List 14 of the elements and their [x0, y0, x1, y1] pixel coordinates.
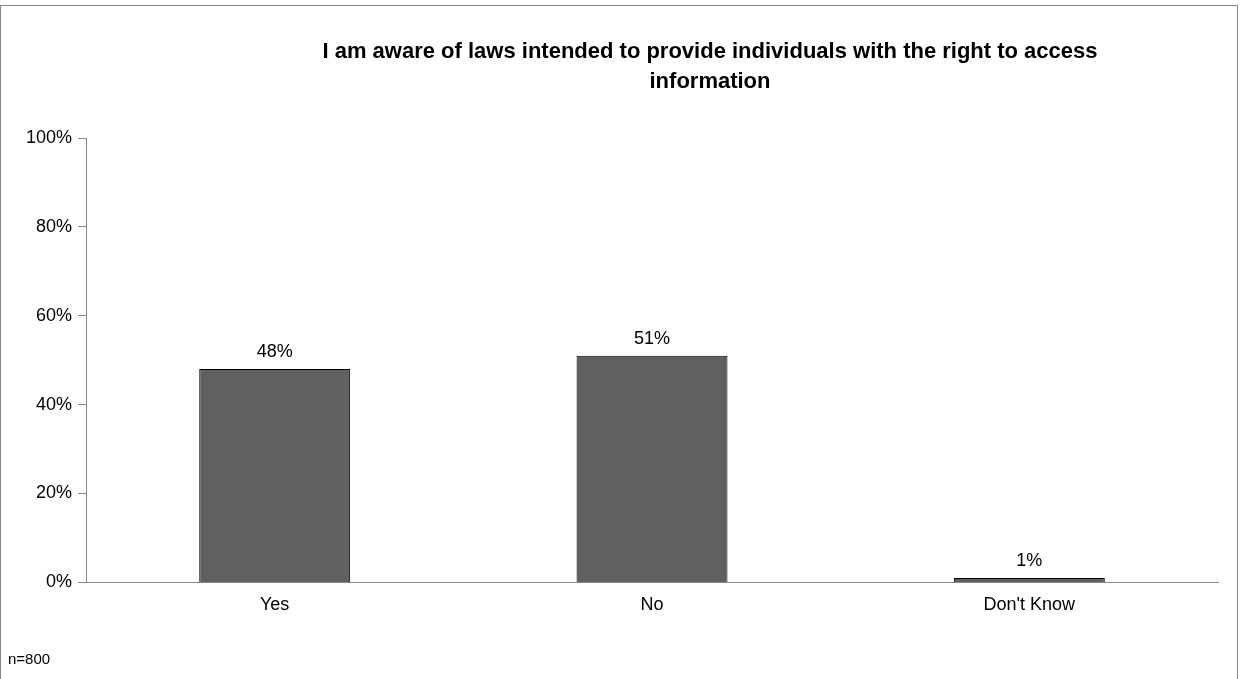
x-tick-label: Yes [260, 594, 290, 615]
y-tick-label: 40% [36, 393, 73, 414]
data-label: 1% [1016, 549, 1043, 570]
y-tick-label: 20% [36, 482, 73, 503]
text: n=800 [8, 650, 51, 667]
y-tick-label: 0% [46, 571, 73, 592]
data-label: 51% [634, 327, 671, 348]
y-tick-label: 80% [36, 215, 73, 236]
x-tick-label: Don't Know [983, 594, 1077, 615]
y-tick-label: 60% [36, 304, 73, 325]
x-tick-label: No [640, 594, 664, 615]
data-label: 48% [256, 341, 293, 362]
y-tick-label: 100% [25, 126, 73, 147]
chart-title: I am aware of laws intended to provide individuals with the right to access information [321, 37, 1099, 95]
